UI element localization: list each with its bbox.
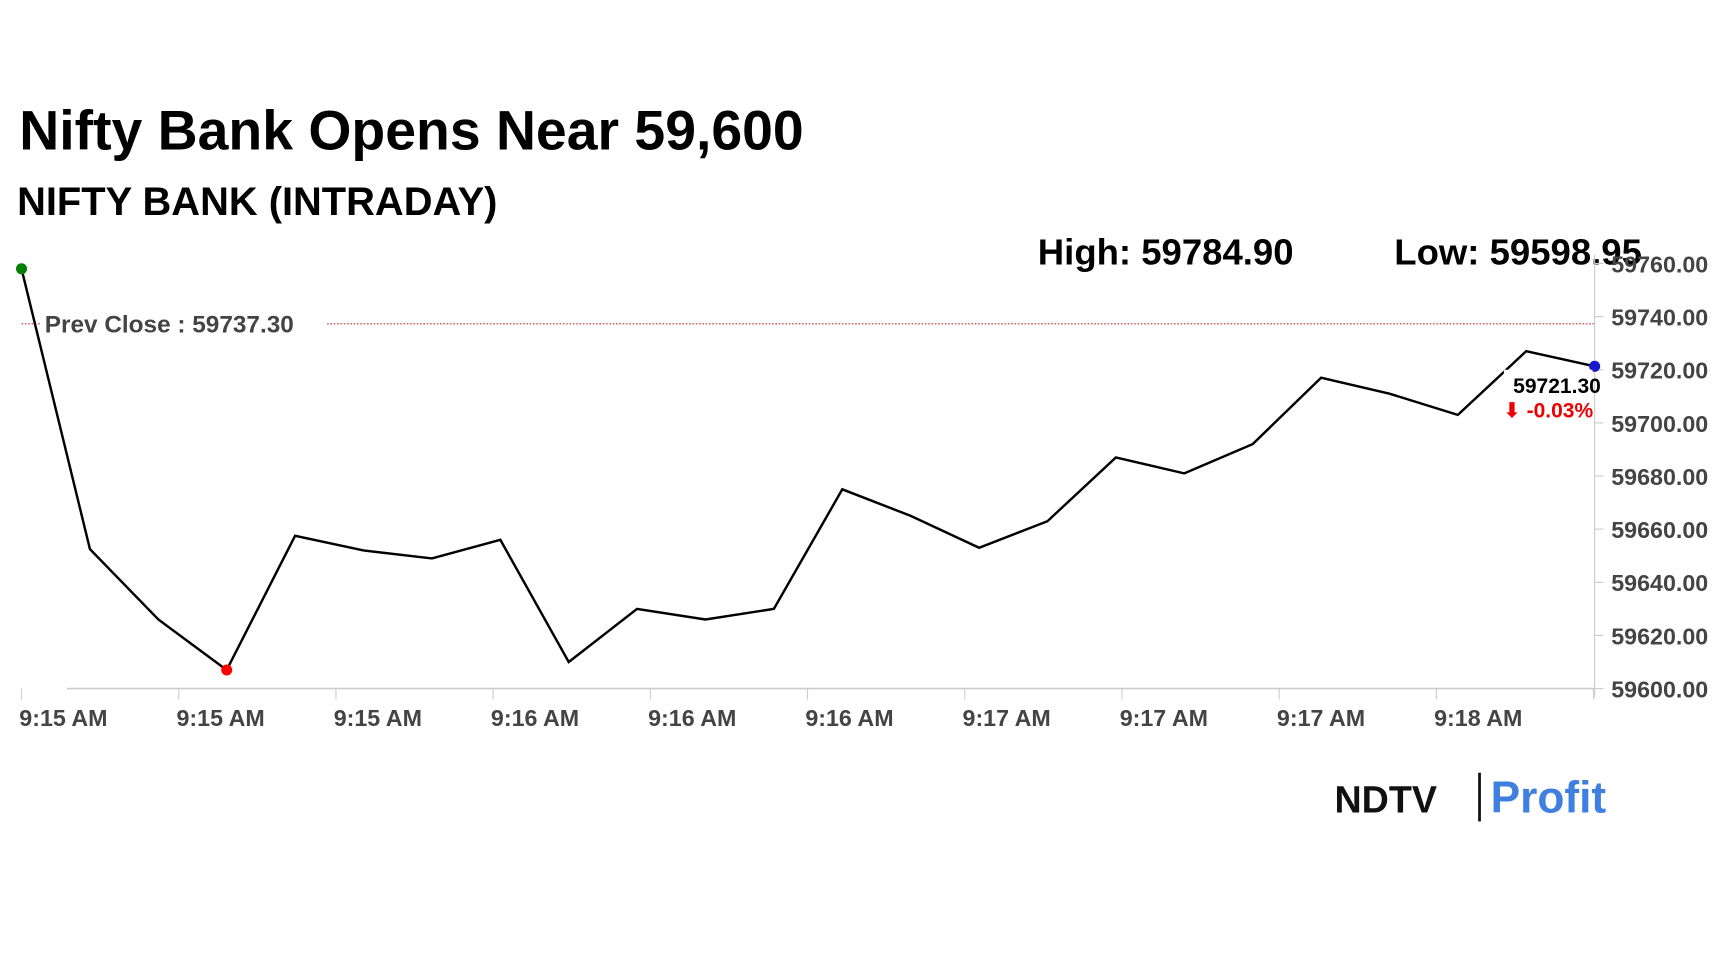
change-label: ⬇ -0.03% (1503, 399, 1593, 422)
logo-ndtv: NDTV (1335, 779, 1437, 821)
high-label: High: 59784.90 (1038, 232, 1294, 273)
y-tick-label: 59660.00 (1611, 517, 1708, 543)
low-marker (221, 664, 233, 676)
logo: NDTV Profit (1335, 772, 1607, 823)
y-tick-label: 59740.00 (1611, 304, 1708, 330)
y-tick-label: 59700.00 (1611, 411, 1708, 437)
low-label: Low: 59598.95 (1394, 232, 1642, 273)
chart-title: Nifty Bank Opens Near 59,600 (19, 99, 803, 161)
prev-close-label: Prev Close : 59737.30 (45, 312, 294, 339)
prev-close-bg (40, 308, 326, 340)
x-tick-label: 9:17 AM (963, 705, 1051, 731)
y-tick-label: 59640.00 (1611, 570, 1708, 596)
x-tick-label: 9:17 AM (1277, 705, 1365, 731)
y-tick-label: 59600.00 (1611, 676, 1708, 702)
x-tick-label: 9:16 AM (648, 705, 736, 731)
open-marker (15, 263, 28, 275)
last-marker (1589, 360, 1601, 372)
y-tick-label: 59760.00 (1611, 251, 1708, 277)
y-tick-label: 59720.00 (1611, 358, 1708, 384)
x-tick-label: 9:15 AM (177, 705, 265, 731)
y-tick-label: 59620.00 (1611, 623, 1708, 649)
logo-profit: Profit (1491, 774, 1607, 823)
x-tick-label: 9:16 AM (805, 705, 893, 731)
x-tick-label: 9:17 AM (1120, 705, 1208, 731)
last-value-label: 59721.30 (1513, 375, 1601, 398)
x-tick-label: 9:15 AM (334, 705, 422, 731)
x-tick-label: 9:15 AM (19, 705, 107, 731)
chart-subtitle: NIFTY BANK (INTRADAY) (17, 180, 497, 224)
x-tick-label: 9:16 AM (491, 705, 579, 731)
x-tick-label: 9:18 AM (1434, 705, 1522, 731)
label-bg (1503, 369, 1593, 423)
y-tick-label: 59680.00 (1611, 464, 1708, 490)
price-line (20, 268, 1595, 672)
